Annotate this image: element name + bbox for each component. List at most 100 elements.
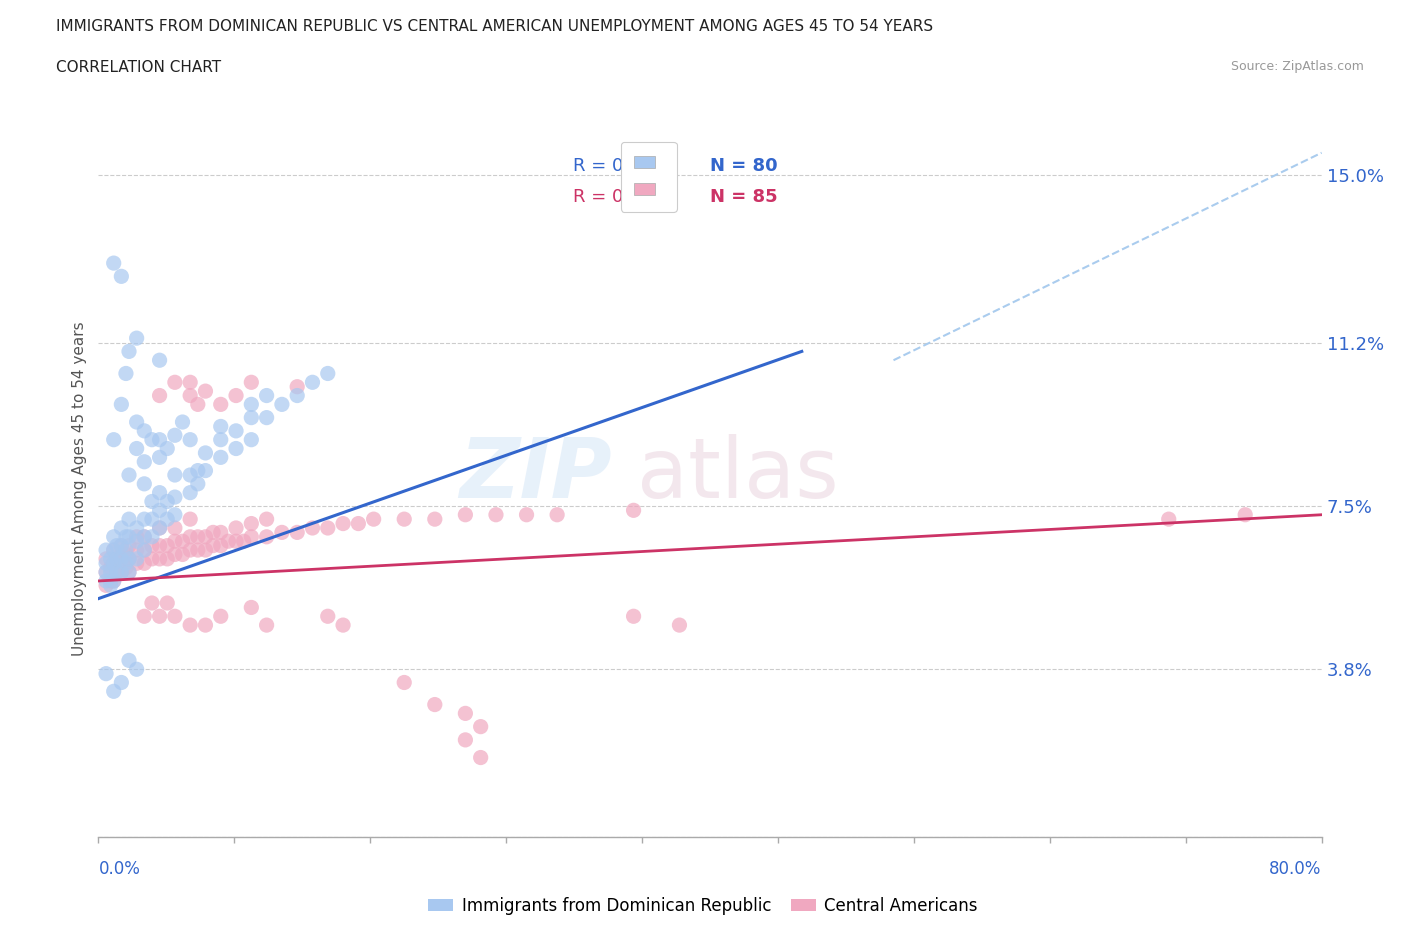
Point bbox=[392, 512, 416, 526]
Point bbox=[115, 560, 138, 575]
Point bbox=[163, 521, 186, 536]
Point bbox=[301, 375, 323, 390]
Point bbox=[105, 551, 128, 566]
Point bbox=[115, 366, 138, 381]
Point bbox=[163, 428, 186, 443]
Point bbox=[149, 538, 172, 553]
Point bbox=[202, 538, 225, 553]
Point bbox=[118, 538, 141, 553]
Point bbox=[392, 675, 416, 690]
Point bbox=[103, 556, 125, 571]
Text: 0.0%: 0.0% bbox=[98, 860, 141, 878]
Point bbox=[125, 441, 148, 456]
Point bbox=[118, 512, 141, 526]
Point bbox=[270, 397, 292, 412]
Point bbox=[256, 512, 278, 526]
Point bbox=[225, 423, 247, 438]
Point bbox=[217, 534, 239, 549]
Point bbox=[332, 516, 354, 531]
Point bbox=[187, 463, 209, 478]
Point bbox=[363, 512, 385, 526]
Point bbox=[156, 538, 179, 553]
Point bbox=[232, 534, 254, 549]
Point bbox=[301, 521, 323, 536]
Point bbox=[110, 675, 132, 690]
Point bbox=[118, 468, 141, 483]
Point bbox=[134, 542, 156, 557]
Point bbox=[125, 662, 148, 677]
Point bbox=[172, 534, 194, 549]
Point bbox=[110, 551, 132, 566]
Point bbox=[485, 507, 508, 522]
Point bbox=[623, 503, 645, 518]
Point bbox=[163, 489, 186, 504]
Point bbox=[209, 525, 232, 539]
Point bbox=[134, 609, 156, 624]
Point bbox=[149, 485, 172, 500]
Point bbox=[316, 366, 339, 381]
Point bbox=[141, 551, 163, 566]
Point bbox=[118, 344, 141, 359]
Point bbox=[179, 542, 201, 557]
Point bbox=[163, 507, 186, 522]
Point bbox=[225, 534, 247, 549]
Point bbox=[209, 432, 232, 447]
Point bbox=[423, 698, 446, 712]
Legend: , : , bbox=[621, 141, 676, 212]
Point bbox=[103, 556, 125, 571]
Point bbox=[172, 547, 194, 562]
Point bbox=[100, 560, 122, 575]
Point bbox=[103, 684, 125, 698]
Point bbox=[134, 529, 156, 544]
Point bbox=[134, 512, 156, 526]
Point bbox=[179, 432, 201, 447]
Point bbox=[110, 269, 132, 284]
Text: N = 80: N = 80 bbox=[710, 157, 778, 175]
Point bbox=[240, 516, 263, 531]
Point bbox=[285, 525, 308, 539]
Point bbox=[179, 512, 201, 526]
Point bbox=[149, 521, 172, 536]
Point bbox=[240, 375, 263, 390]
Text: CORRELATION CHART: CORRELATION CHART bbox=[56, 60, 221, 75]
Point bbox=[103, 529, 125, 544]
Point bbox=[110, 397, 132, 412]
Point bbox=[316, 609, 339, 624]
Point bbox=[94, 565, 117, 579]
Point bbox=[141, 529, 163, 544]
Point bbox=[125, 331, 148, 346]
Point bbox=[240, 600, 263, 615]
Text: R = 0.541: R = 0.541 bbox=[574, 157, 664, 175]
Point bbox=[94, 565, 117, 579]
Legend: Immigrants from Dominican Republic, Central Americans: Immigrants from Dominican Republic, Cent… bbox=[422, 890, 984, 922]
Point bbox=[103, 432, 125, 447]
Point bbox=[149, 503, 172, 518]
Point bbox=[256, 618, 278, 632]
Point bbox=[179, 388, 201, 403]
Point bbox=[516, 507, 538, 522]
Point bbox=[209, 419, 232, 434]
Point bbox=[225, 388, 247, 403]
Text: R = 0.156: R = 0.156 bbox=[574, 188, 664, 206]
Point bbox=[194, 463, 217, 478]
Text: 80.0%: 80.0% bbox=[1270, 860, 1322, 878]
Point bbox=[179, 485, 201, 500]
Point bbox=[149, 450, 172, 465]
Point bbox=[125, 556, 148, 571]
Point bbox=[156, 595, 179, 610]
Point bbox=[100, 565, 122, 579]
Point bbox=[134, 529, 156, 544]
Point bbox=[156, 512, 179, 526]
Point bbox=[94, 542, 117, 557]
Point bbox=[156, 494, 179, 509]
Point bbox=[94, 551, 117, 566]
Point bbox=[115, 529, 138, 544]
Point bbox=[163, 375, 186, 390]
Point bbox=[134, 423, 156, 438]
Point bbox=[423, 512, 446, 526]
Point bbox=[110, 565, 132, 579]
Point bbox=[110, 521, 132, 536]
Point bbox=[134, 455, 156, 470]
Point bbox=[209, 397, 232, 412]
Point bbox=[347, 516, 370, 531]
